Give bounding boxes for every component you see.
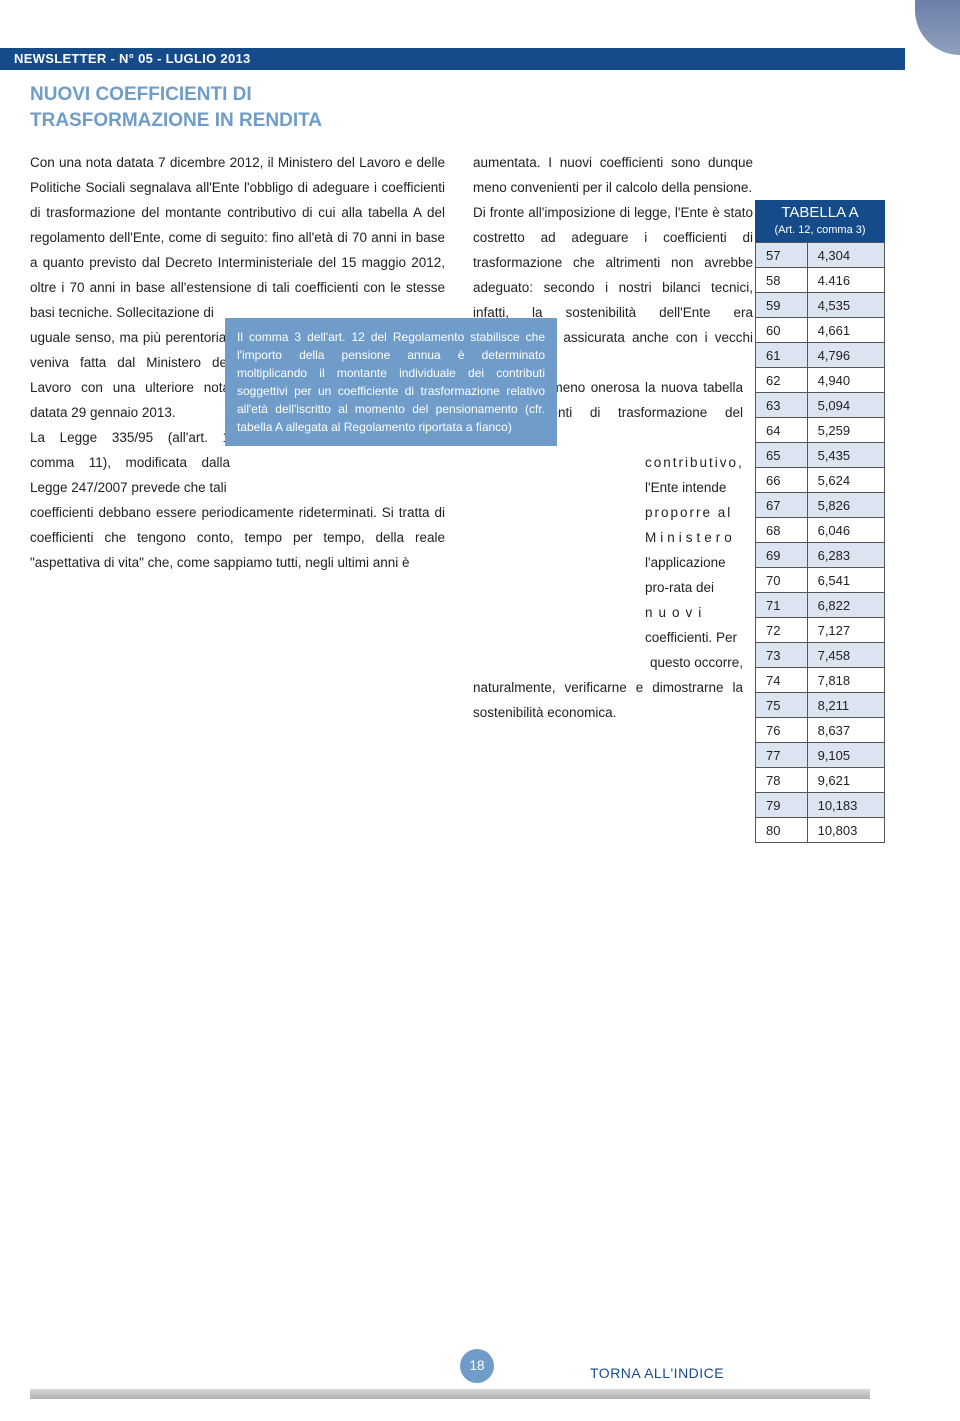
table-row: 635,094 — [756, 393, 885, 418]
inset-callout: Il comma 3 dell'art. 12 del Regolamento … — [225, 318, 557, 446]
table-row: 7910,183 — [756, 793, 885, 818]
table-row: 737,458 — [756, 643, 885, 668]
header-bar: NEWSLETTER - N° 05 - LUGLIO 2013 — [0, 48, 905, 70]
top-decoration — [915, 0, 960, 55]
table-row: 686,046 — [756, 518, 885, 543]
table-row: 8010,803 — [756, 818, 885, 843]
left-paragraph-3: coefficienti debbano essere periodicamen… — [30, 501, 445, 576]
table-row: 779,105 — [756, 743, 885, 768]
table-row: 706,541 — [756, 568, 885, 593]
right-paragraph-4: contributivo, l'Ente intende proporre al… — [645, 451, 753, 651]
table-row: 758,211 — [756, 693, 885, 718]
table-row: 789,621 — [756, 768, 885, 793]
table-row: 768,637 — [756, 718, 885, 743]
title-line2: TRASFORMAZIONE IN RENDITA — [30, 110, 322, 131]
table-row: 696,283 — [756, 543, 885, 568]
table-row: 574,304 — [756, 243, 885, 268]
table-row: 716,822 — [756, 593, 885, 618]
left-paragraph-2a: uguale senso, ma più perentoria, veniva … — [30, 326, 230, 426]
inset-text: Il comma 3 dell'art. 12 del Regolamento … — [237, 330, 545, 434]
left-paragraph-1: Con una nota datata 7 dicembre 2012, il … — [30, 151, 445, 326]
back-to-index-link[interactable]: TORNA ALL'INDICE — [590, 1365, 724, 1381]
tabella-title: TABELLA A — [755, 200, 885, 223]
header-label: NEWSLETTER - N° 05 - LUGLIO 2013 — [14, 51, 251, 66]
table-row: 675,826 — [756, 493, 885, 518]
right-paragraph-5a: questo occorre, — [473, 651, 743, 676]
table-row: 604,661 — [756, 318, 885, 343]
table-row: 594,535 — [756, 293, 885, 318]
page-number: 18 — [460, 1349, 494, 1383]
table-row: 727,127 — [756, 618, 885, 643]
table-row: 584.416 — [756, 268, 885, 293]
table-row: 655,435 — [756, 443, 885, 468]
table-row: 624,940 — [756, 368, 885, 393]
left-paragraph-2b: La Legge 335/95 (all'art. 1 comma 11), m… — [30, 426, 230, 501]
table-row: 645,259 — [756, 418, 885, 443]
tabella-subtitle: (Art. 12, comma 3) — [755, 223, 885, 242]
section-title: NUOVI COEFFICIENTI DI TRASFORMAZIONE IN … — [30, 82, 450, 133]
table-row: 614,796 — [756, 343, 885, 368]
right-paragraph-5: naturalmente, verificarne e dimostrarne … — [473, 676, 743, 726]
right-paragraph-1: aumentata. I nuovi coefficienti sono dun… — [473, 151, 753, 201]
table-row: 665,624 — [756, 468, 885, 493]
footer-bar — [30, 1389, 870, 1399]
table-row: 747,818 — [756, 668, 885, 693]
tabella-a: TABELLA A (Art. 12, comma 3) 574,304584.… — [755, 200, 885, 843]
tabella-data: 574,304584.416594,535604,661614,796624,9… — [755, 242, 885, 843]
title-line1: NUOVI COEFFICIENTI DI — [30, 84, 252, 105]
